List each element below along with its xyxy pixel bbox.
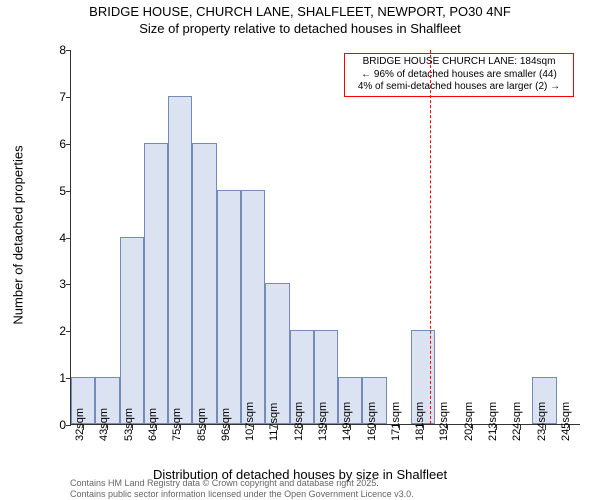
y-tick-mark [66,238,71,239]
y-tick-label: 0 [41,418,66,432]
y-tick-label: 5 [41,184,66,198]
footer-line-2: Contains public sector information licen… [70,489,414,499]
y-tick-mark [66,97,71,98]
y-tick-label: 8 [41,43,66,57]
reference-marker-line [430,50,431,424]
chart-title: BRIDGE HOUSE, CHURCH LANE, SHALFLEET, NE… [0,4,600,38]
plot-area: BRIDGE HOUSE CHURCH LANE: 184sqm ← 96% o… [70,50,580,425]
y-tick-label: 7 [41,90,66,104]
histogram-bar [241,190,265,424]
y-tick-label: 4 [41,231,66,245]
title-line-2: Size of property relative to detached ho… [139,21,461,36]
y-tick-label: 1 [41,371,66,385]
annotation-line-2: ← 96% of detached houses are smaller (44… [361,69,557,80]
y-tick-mark [66,284,71,285]
histogram-bar [168,96,192,424]
footer-attribution: Contains HM Land Registry data © Crown c… [70,478,414,500]
y-tick-mark [66,191,71,192]
annotation-line-1: BRIDGE HOUSE CHURCH LANE: 184sqm [363,56,556,67]
y-tick-label: 3 [41,277,66,291]
y-tick-label: 2 [41,324,66,338]
y-tick-mark [66,50,71,51]
footer-line-1: Contains HM Land Registry data © Crown c… [70,478,379,488]
histogram-bar [120,237,144,425]
y-tick-mark [66,425,71,426]
histogram-bar [217,190,241,424]
title-line-1: BRIDGE HOUSE, CHURCH LANE, SHALFLEET, NE… [89,4,511,19]
chart-container: BRIDGE HOUSE, CHURCH LANE, SHALFLEET, NE… [0,0,600,500]
y-axis-label: Number of detached properties [11,145,26,324]
annotation-line-3: 4% of semi-detached houses are larger (2… [358,81,560,92]
histogram-bar [192,143,216,424]
annotation-box: BRIDGE HOUSE CHURCH LANE: 184sqm ← 96% o… [344,53,574,97]
y-tick-mark [66,331,71,332]
histogram-bar [144,143,168,424]
y-tick-mark [66,144,71,145]
y-tick-label: 6 [41,137,66,151]
